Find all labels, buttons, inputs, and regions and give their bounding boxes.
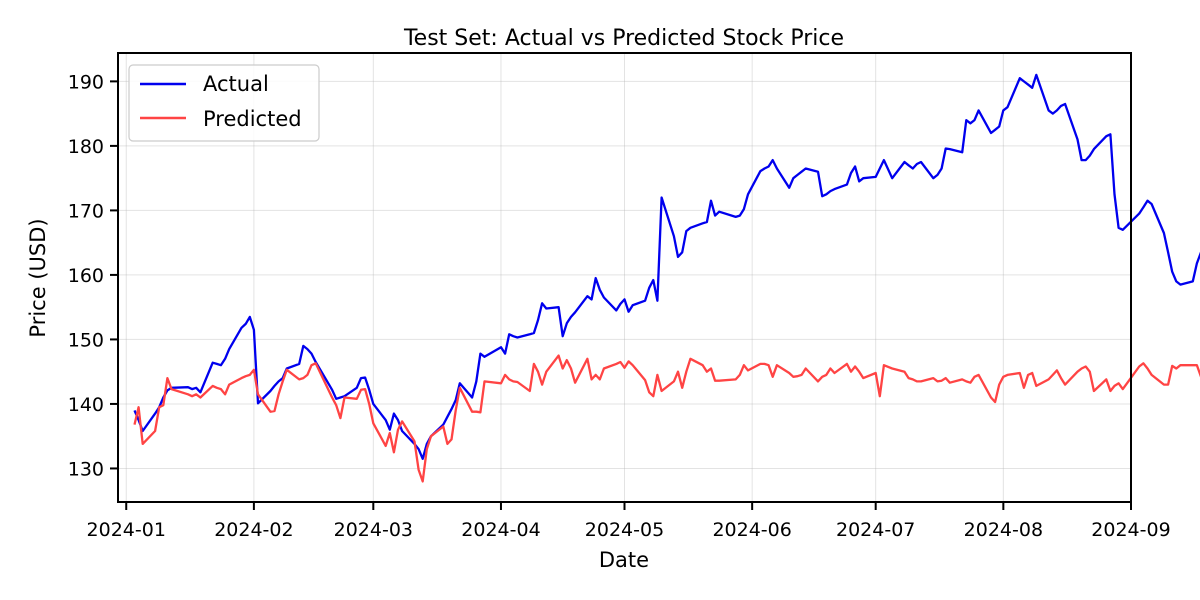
y-tick-label: 180 (68, 136, 104, 158)
x-axis: 2024-01 2024-02 2024-03 2024-04 2024-05 2024-… (87, 502, 1171, 541)
series-layer (133, 73, 1200, 483)
x-tick-label: 2024-05 (585, 519, 664, 541)
y-tick-label: 150 (68, 329, 104, 351)
y-tick-label: 140 (68, 394, 104, 416)
y-tick-label: 170 (68, 200, 104, 222)
x-tick-label: 2024-04 (461, 519, 540, 541)
x-tick-label: 2024-01 (87, 519, 166, 541)
y-tick-label: 190 (68, 71, 104, 93)
series-line-actual (133, 73, 1200, 460)
x-tick-label: 2024-08 (964, 519, 1043, 541)
y-axis-title: Price (USD) (26, 218, 50, 337)
legend-label-actual: Actual (203, 72, 269, 96)
chart-title: Test Set: Actual vs Predicted Stock Pric… (403, 26, 844, 51)
x-tick-label: 2024-02 (214, 519, 293, 541)
x-tick-label: 2024-09 (1091, 519, 1170, 541)
x-tick-label: 2024-07 (836, 519, 915, 541)
y-axis: 130 140 150 160 170 180 190 (68, 71, 118, 480)
legend-label-predicted: Predicted (203, 107, 302, 131)
legend: Actual Predicted (128, 64, 320, 142)
y-tick-label: 130 (68, 458, 104, 480)
x-tick-label: 2024-06 (712, 519, 791, 541)
x-axis-title: Date (599, 548, 649, 572)
y-tick-label: 160 (68, 265, 104, 287)
x-tick-label: 2024-03 (334, 519, 413, 541)
series-line-predicted (133, 354, 1200, 483)
